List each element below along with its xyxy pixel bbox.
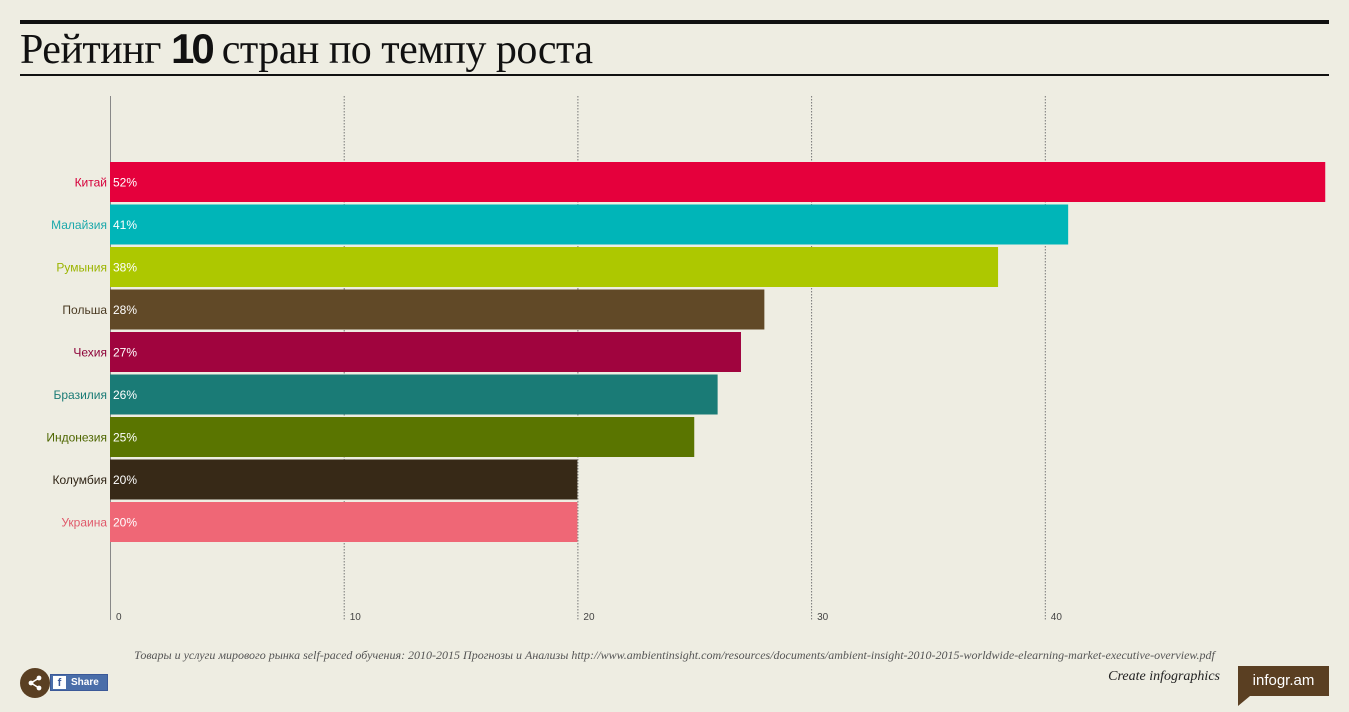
facebook-share-button[interactable]: f Share — [50, 674, 108, 691]
bar[interactable] — [110, 247, 999, 287]
title-number: 10 — [170, 25, 215, 72]
category-label: Румыния — [56, 261, 107, 275]
category-label: Украина — [61, 516, 107, 530]
category-label: Индонезия — [46, 431, 107, 445]
value-label: 38% — [113, 261, 137, 275]
value-label: 26% — [113, 388, 137, 402]
value-label: 20% — [113, 516, 137, 530]
category-label: Бразилия — [54, 388, 108, 402]
bar[interactable] — [110, 459, 578, 500]
x-tick-label: 40 — [1051, 612, 1063, 623]
tick-labels: 0 10 20 30 40 — [116, 612, 1062, 623]
bar-chart: 0 10 20 30 40 Китай Малайзия Румыния Польша Чехи… — [46, 96, 1326, 623]
share-button[interactable] — [20, 668, 50, 698]
category-label: Колумбия — [53, 473, 107, 487]
x-tick-label: 30 — [817, 612, 829, 623]
value-label: 25% — [113, 431, 137, 445]
bar[interactable] — [110, 289, 765, 330]
infogram-brand-logo[interactable]: infogr.am — [1238, 666, 1329, 696]
category-label: Польша — [62, 303, 107, 317]
bars — [110, 162, 1326, 542]
brand-logo-tail — [1238, 696, 1250, 706]
share-icon — [28, 675, 42, 691]
value-label: 52% — [113, 176, 137, 190]
bar[interactable] — [110, 374, 718, 415]
value-label: 28% — [113, 303, 137, 317]
category-label: Малайзия — [51, 218, 107, 232]
x-tick-label: 10 — [350, 612, 362, 623]
category-labels: Китай Малайзия Румыния Польша Чехия Бразилия И… — [46, 176, 107, 530]
category-label: Чехия — [73, 346, 107, 360]
x-tick-label: 20 — [583, 612, 595, 623]
value-label: 41% — [113, 218, 137, 232]
bar[interactable] — [110, 332, 741, 372]
value-labels: 52% 41% 38% 28% 27% 26% 25% 20% 20% — [113, 176, 137, 530]
title-rule — [20, 74, 1329, 76]
top-rule — [20, 20, 1329, 24]
title-text-after: стран по темпу роста — [211, 27, 593, 73]
facebook-icon: f — [53, 676, 66, 689]
bar[interactable] — [110, 417, 695, 457]
value-label: 20% — [113, 473, 137, 487]
title-text-before: Рейтинг — [20, 27, 171, 73]
create-infographics-link[interactable]: Create infographics — [1108, 669, 1220, 684]
bar[interactable] — [110, 204, 1069, 245]
value-label: 27% — [113, 346, 137, 360]
facebook-share-label: Share — [71, 677, 99, 688]
x-tick-label: 0 — [116, 612, 122, 623]
category-label: Китай — [75, 176, 107, 190]
source-note: Товары и услуги мирового рынка self-pace… — [134, 648, 1215, 662]
bar[interactable] — [110, 162, 1326, 202]
chart-title: Рейтинг 10 стран по темпу роста — [20, 25, 593, 74]
bar[interactable] — [110, 502, 578, 542]
